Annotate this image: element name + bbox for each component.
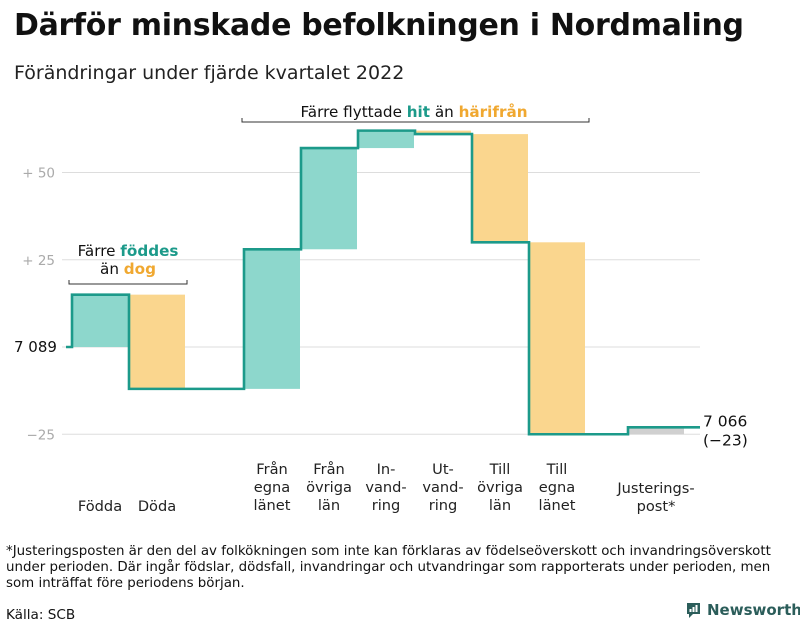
category-label: Ut-vand-ring (422, 461, 463, 514)
brand-name: Newsworthy (707, 601, 800, 619)
y-tick-label: + 25 (22, 253, 55, 269)
category-label: Till övriga län (477, 461, 523, 514)
category-label: In-vand-ring (365, 461, 406, 514)
chart-subtitle: Förändringar under fjärde kvartalet 2022 (14, 62, 405, 84)
bar-4 (301, 148, 357, 250)
annotation-bracket (68, 280, 188, 285)
waterfall-chart: + 50 + 25 −25 Födda Döda Från egna länet Från övr… (14, 103, 748, 515)
newsworthy-icon (687, 602, 700, 618)
annotation-births-deaths: Färre föddes än dog (78, 242, 179, 278)
end-value-label: 7 066 (703, 412, 747, 430)
bar-6 (415, 130, 471, 135)
chart-title: Därför minskade befolkningen i Nordmalin… (14, 8, 744, 43)
annotation-migration: Färre flyttade hit än härifrån (300, 103, 527, 121)
start-value-label: 7 089 (14, 338, 57, 356)
annotation-bracket (241, 118, 590, 123)
category-label: Justerings-post* (616, 480, 694, 515)
category-label: Från egna länet (254, 461, 291, 514)
bar-1 (72, 294, 128, 347)
end-change-label: (−23) (703, 431, 748, 449)
category-label: Döda (138, 498, 176, 515)
category-label: Till egna länet (539, 461, 576, 514)
category-label: Från övriga län (306, 461, 352, 514)
category-label: Födda (78, 498, 122, 515)
bar-8 (529, 242, 585, 435)
y-tick-label: + 50 (22, 166, 55, 182)
brand-logo: Newsworthy (686, 601, 800, 619)
bar-3 (244, 249, 300, 389)
running-total-line (66, 129, 700, 436)
y-tick-label: −25 (27, 427, 56, 443)
bar-2 (129, 294, 185, 389)
bar-5 (358, 130, 414, 149)
bar-9 (628, 427, 684, 435)
source-label: Källa: SCB (6, 607, 76, 623)
bar-7 (472, 134, 528, 243)
footnote: *Justeringsposten är den del av folkökni… (6, 544, 771, 591)
